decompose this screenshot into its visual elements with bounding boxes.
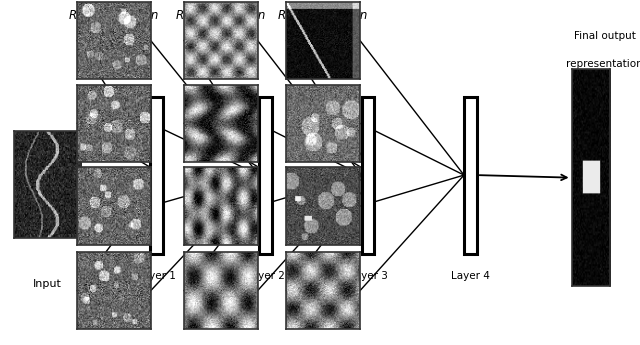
Bar xyxy=(464,97,477,254)
Text: Layer 1: Layer 1 xyxy=(138,271,176,281)
Text: Layer 2: Layer 2 xyxy=(246,271,285,281)
Text: Input: Input xyxy=(33,279,62,289)
Bar xyxy=(259,97,272,254)
Bar xyxy=(362,97,374,254)
Bar xyxy=(150,97,163,254)
Text: Final output: Final output xyxy=(574,31,636,41)
Text: Layer 3: Layer 3 xyxy=(349,271,387,281)
Text: Representation: Representation xyxy=(175,9,266,22)
Text: Representation: Representation xyxy=(278,9,369,22)
Text: representation: representation xyxy=(566,59,640,69)
Text: Representation: Representation xyxy=(68,9,159,22)
Text: Layer 4: Layer 4 xyxy=(451,271,490,281)
